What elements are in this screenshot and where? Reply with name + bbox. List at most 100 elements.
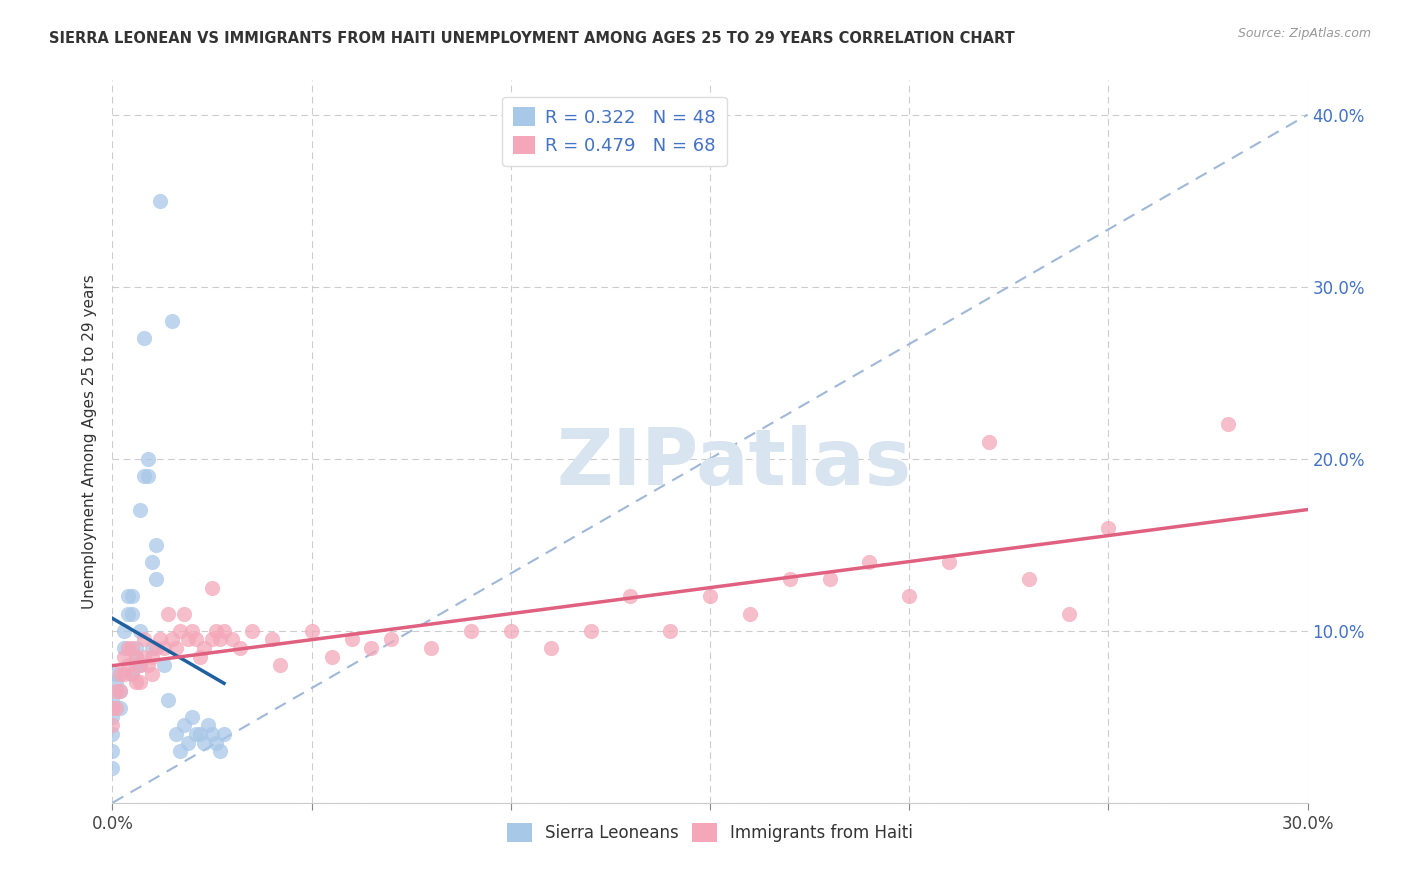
Point — [149, 632, 172, 647]
Point — [186, 632, 208, 647]
Point — [188, 649, 211, 664]
Point — [165, 727, 187, 741]
Point — [125, 675, 148, 690]
Point — [181, 710, 204, 724]
Point — [114, 624, 135, 638]
Point — [193, 640, 215, 655]
Point — [138, 658, 160, 673]
Point — [101, 692, 124, 706]
Point — [209, 744, 232, 758]
Point — [898, 590, 921, 604]
Point — [1018, 572, 1040, 586]
Point — [125, 640, 148, 655]
Point — [145, 572, 167, 586]
Point — [121, 607, 143, 621]
Point — [149, 194, 172, 208]
Point — [157, 607, 180, 621]
Point — [134, 469, 156, 483]
Point — [818, 572, 841, 586]
Point — [134, 632, 156, 647]
Point — [114, 640, 135, 655]
Point — [779, 572, 801, 586]
Legend: Sierra Leoneans, Immigrants from Haiti: Sierra Leoneans, Immigrants from Haiti — [501, 816, 920, 848]
Point — [129, 658, 152, 673]
Point — [117, 607, 139, 621]
Point — [101, 761, 124, 775]
Point — [499, 624, 522, 638]
Point — [240, 624, 263, 638]
Point — [260, 632, 283, 647]
Point — [141, 640, 163, 655]
Point — [201, 632, 224, 647]
Point — [177, 735, 200, 749]
Point — [121, 640, 143, 655]
Point — [125, 658, 148, 673]
Point — [129, 675, 152, 690]
Point — [101, 727, 124, 741]
Point — [162, 314, 183, 328]
Point — [129, 503, 152, 517]
Point — [134, 649, 156, 664]
Point — [121, 666, 143, 681]
Point — [340, 632, 363, 647]
Point — [110, 684, 132, 698]
Point — [205, 735, 228, 749]
Point — [129, 658, 152, 673]
Point — [420, 640, 443, 655]
Point — [125, 649, 148, 664]
Point — [145, 640, 167, 655]
Point — [193, 735, 215, 749]
Point — [380, 632, 402, 647]
Point — [117, 658, 139, 673]
Point — [117, 590, 139, 604]
Point — [858, 555, 880, 569]
Point — [105, 666, 128, 681]
Point — [205, 624, 228, 638]
Point — [173, 718, 195, 732]
Point — [101, 744, 124, 758]
Point — [221, 632, 243, 647]
Point — [201, 581, 224, 595]
Point — [177, 632, 200, 647]
Point — [162, 632, 183, 647]
Point — [1216, 417, 1239, 432]
Point — [209, 632, 232, 647]
Point — [619, 590, 641, 604]
Point — [169, 744, 191, 758]
Point — [105, 675, 128, 690]
Point — [141, 666, 163, 681]
Point — [101, 718, 124, 732]
Text: Source: ZipAtlas.com: Source: ZipAtlas.com — [1237, 27, 1371, 40]
Point — [699, 590, 721, 604]
Point — [125, 649, 148, 664]
Point — [201, 727, 224, 741]
Point — [105, 684, 128, 698]
Point — [141, 555, 163, 569]
Point — [169, 624, 191, 638]
Point — [181, 624, 204, 638]
Point — [114, 649, 135, 664]
Point — [269, 658, 291, 673]
Point — [141, 649, 163, 664]
Point — [114, 666, 135, 681]
Point — [153, 658, 176, 673]
Point — [460, 624, 482, 638]
Point — [173, 607, 195, 621]
Point — [105, 701, 128, 715]
Point — [188, 727, 211, 741]
Point — [138, 469, 160, 483]
Point — [540, 640, 562, 655]
Point — [117, 640, 139, 655]
Point — [138, 451, 160, 466]
Point — [101, 710, 124, 724]
Point — [212, 727, 235, 741]
Y-axis label: Unemployment Among Ages 25 to 29 years: Unemployment Among Ages 25 to 29 years — [82, 274, 97, 609]
Text: SIERRA LEONEAN VS IMMIGRANTS FROM HAITI UNEMPLOYMENT AMONG AGES 25 TO 29 YEARS C: SIERRA LEONEAN VS IMMIGRANTS FROM HAITI … — [49, 31, 1015, 46]
Point — [977, 434, 1000, 449]
Point — [301, 624, 323, 638]
Point — [738, 607, 761, 621]
Point — [129, 624, 152, 638]
Text: ZIPatlas: ZIPatlas — [557, 425, 911, 501]
Point — [1097, 520, 1119, 534]
Point — [659, 624, 682, 638]
